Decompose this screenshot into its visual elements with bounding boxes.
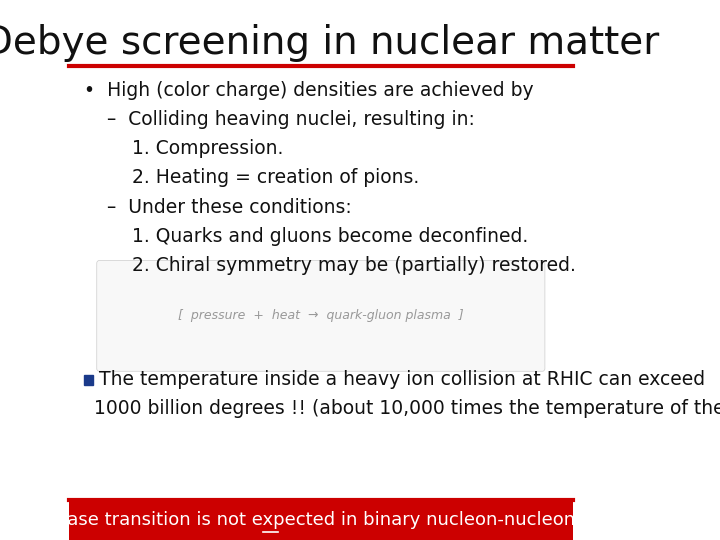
Text: 2. Heating = creation of pions.: 2. Heating = creation of pions. — [132, 168, 419, 187]
Text: Note: a phase transition is not expected in binary nucleon-nucleon collisions.: Note: a phase transition is not expected… — [0, 511, 669, 529]
Text: 1. Compression.: 1. Compression. — [132, 139, 284, 158]
Text: 2. Chiral symmetry may be (partially) restored.: 2. Chiral symmetry may be (partially) re… — [132, 256, 576, 275]
Text: 1. Quarks and gluons become deconfined.: 1. Quarks and gluons become deconfined. — [132, 227, 528, 246]
Text: The temperature inside a heavy ion collision at RHIC can exceed: The temperature inside a heavy ion colli… — [99, 369, 706, 389]
Bar — [69, 500, 572, 540]
Text: –  Under these conditions:: – Under these conditions: — [107, 198, 351, 217]
Text: –  Colliding heaving nuclei, resulting in:: – Colliding heaving nuclei, resulting in… — [107, 110, 474, 129]
Text: •  High (color charge) densities are achieved by: • High (color charge) densities are achi… — [84, 81, 534, 100]
Text: [  pressure  +  heat  →  quark-gluon plasma  ]: [ pressure + heat → quark-gluon plasma ] — [178, 309, 464, 322]
Text: 1000 billion degrees !! (about 10,000 times the temperature of the sun): 1000 billion degrees !! (about 10,000 ti… — [94, 399, 720, 418]
Text: Debye screening in nuclear matter: Debye screening in nuclear matter — [0, 24, 659, 62]
FancyBboxPatch shape — [96, 260, 545, 372]
Bar — [84, 375, 93, 385]
